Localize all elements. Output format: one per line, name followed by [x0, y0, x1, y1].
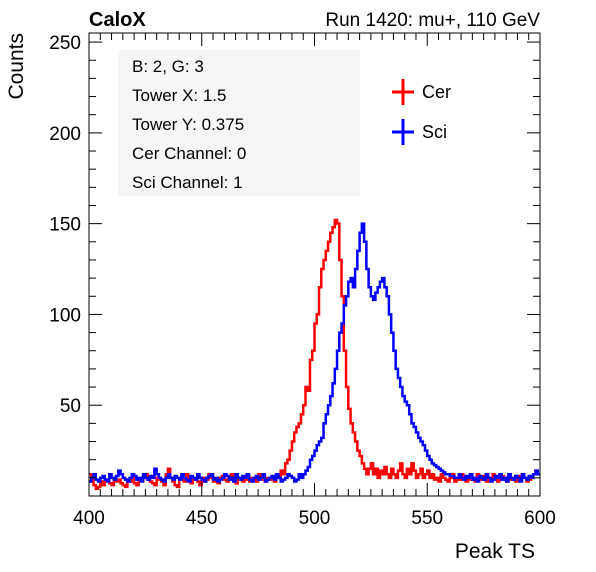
series-layer	[89, 218, 540, 490]
x-tick-label: 500	[299, 508, 331, 529]
x-tick-label: 400	[73, 508, 105, 529]
x-axis-label: Peak TS	[455, 540, 535, 563]
series-sci-line	[89, 222, 540, 483]
legend-label-cer: Cer	[422, 82, 451, 102]
info-line: Sci Channel: 1	[132, 173, 243, 192]
y-tick-label: 200	[49, 124, 81, 145]
y-axis-label: Counts	[5, 33, 28, 100]
header-left: CaloX	[89, 9, 146, 31]
y-tick-label: 250	[49, 33, 81, 54]
info-box: B: 2, G: 3 Tower X: 1.5 Tower Y: 0.375 C…	[118, 50, 360, 196]
x-tick-label: 550	[411, 508, 443, 529]
header-right: Run 1420: mu+, 110 GeV	[325, 10, 540, 31]
info-line: Tower X: 1.5	[132, 86, 227, 105]
legend-entry-cer: Cer	[392, 79, 451, 105]
legend: Cer Sci	[392, 79, 451, 145]
legend-label-sci: Sci	[422, 122, 447, 142]
legend-entry-sci: Sci	[392, 119, 447, 145]
x-tick-label: 450	[186, 508, 218, 529]
info-box-background	[118, 50, 360, 196]
x-tick-label: 600	[524, 508, 556, 529]
y-tick-label: 50	[60, 396, 81, 417]
info-line: Cer Channel: 0	[132, 144, 246, 163]
series-cer-line	[89, 218, 540, 490]
y-tick-label: 150	[49, 215, 81, 236]
info-line: B: 2, G: 3	[132, 57, 204, 76]
y-tick-label: 100	[49, 305, 81, 326]
info-line: Tower Y: 0.375	[132, 115, 244, 134]
ticks-layer: 400 450 500 550 600 50 100 150 200 250	[49, 33, 556, 529]
